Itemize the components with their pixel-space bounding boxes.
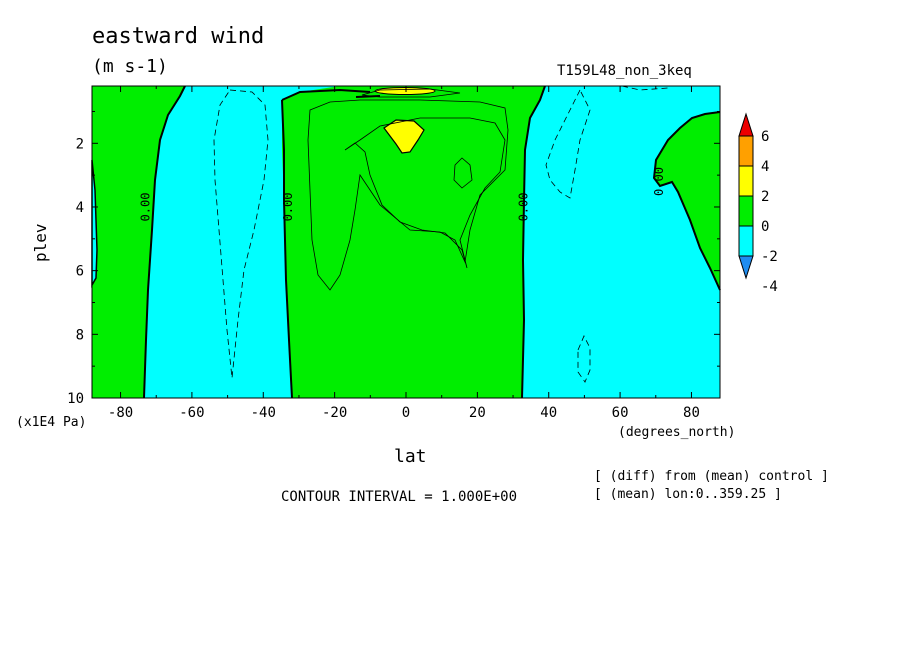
positive-contour-2 — [344, 117, 506, 269]
zero-contours — [143, 85, 721, 399]
colorbar-label: 4 — [761, 159, 769, 175]
y-axis: 2 4 6 8 10 — [67, 110, 720, 407]
zero-contour-top — [281, 88, 371, 101]
x-axis-title: lat — [394, 446, 427, 467]
zero-contour-label: 0.00 — [139, 193, 153, 222]
y-axis-title: plev — [31, 223, 50, 262]
colorbar-label: -4 — [761, 279, 778, 295]
colorbar-extend-top — [738, 112, 754, 137]
colorbar-label: 2 — [761, 189, 769, 205]
zero-contour-sh — [143, 85, 186, 399]
zero-contour-label: 0.00 — [281, 193, 295, 222]
x-tick-label: 20 — [469, 405, 486, 421]
run-name: T159L48_non_3keq — [557, 63, 692, 79]
mean-note: [ (mean) lon:0..359.25 ] — [594, 487, 782, 502]
positive-region-tropics — [282, 86, 545, 398]
colorbar-box — [738, 225, 754, 257]
colorbar: -4 -2 0 2 4 6 — [738, 112, 778, 295]
x-tick-label: -20 — [322, 405, 347, 421]
x-tick-label: -60 — [179, 405, 204, 421]
y-tick-label: 6 — [76, 264, 84, 280]
y-tick-label: 10 — [67, 391, 84, 407]
colorbar-box — [738, 135, 754, 167]
colorbar-box — [738, 195, 754, 227]
negative-contour-nh-small — [577, 335, 591, 383]
zero-contour-label: 0.00 — [517, 193, 531, 222]
x-tick-label: -40 — [251, 405, 276, 421]
positive-region-nh-edge — [654, 112, 720, 290]
x-tick-label: 0 — [402, 405, 410, 421]
x-tick-label: -80 — [108, 405, 133, 421]
diff-note: [ (diff) from (mean) control ] — [594, 469, 829, 484]
contour-interval-text: CONTOUR INTERVAL = 1.000E+00 — [281, 489, 518, 505]
colorbar-box — [738, 165, 754, 197]
zero-contour-tropics-north — [521, 85, 546, 399]
colorbar-label: 0 — [761, 219, 769, 235]
y-tick-label: 8 — [76, 327, 84, 343]
y-tick-label: 2 — [76, 136, 84, 152]
colorbar-extend-bottom — [738, 255, 754, 280]
zero-contour-label: 0.00 — [652, 167, 666, 196]
negative-contours — [213, 85, 669, 383]
negative-contour-nh — [545, 89, 591, 199]
x-tick-label: 40 — [540, 405, 557, 421]
positive-contours — [307, 88, 509, 291]
chart-units: (m s-1) — [92, 56, 168, 77]
negative-contour-sh — [213, 89, 269, 379]
x-tick-label: 60 — [612, 405, 629, 421]
positive-contour-top — [361, 88, 461, 98]
zero-contour-tropics-south — [281, 99, 293, 399]
positive-max-region — [383, 119, 425, 154]
y-axis-unit: (x1E4 Pa) — [16, 415, 87, 430]
chart-title: eastward wind — [92, 24, 265, 49]
positive-max-upper-region — [374, 87, 436, 95]
colorbar-label: 6 — [761, 129, 769, 145]
y-tick-label: 4 — [76, 200, 84, 216]
x-axis: -80 -60 -40 -20 0 20 40 60 80 — [108, 86, 700, 421]
x-axis-unit: (degrees_north) — [618, 425, 736, 440]
positive-contour-small — [453, 157, 473, 189]
zero-contour-nh — [652, 111, 721, 291]
x-tick-label: 80 — [683, 405, 700, 421]
positive-region-sh-edge — [92, 86, 185, 398]
colorbar-label: -2 — [761, 249, 778, 265]
contour-labels: 0.00 0.00 0.00 0.00 — [139, 167, 666, 221]
